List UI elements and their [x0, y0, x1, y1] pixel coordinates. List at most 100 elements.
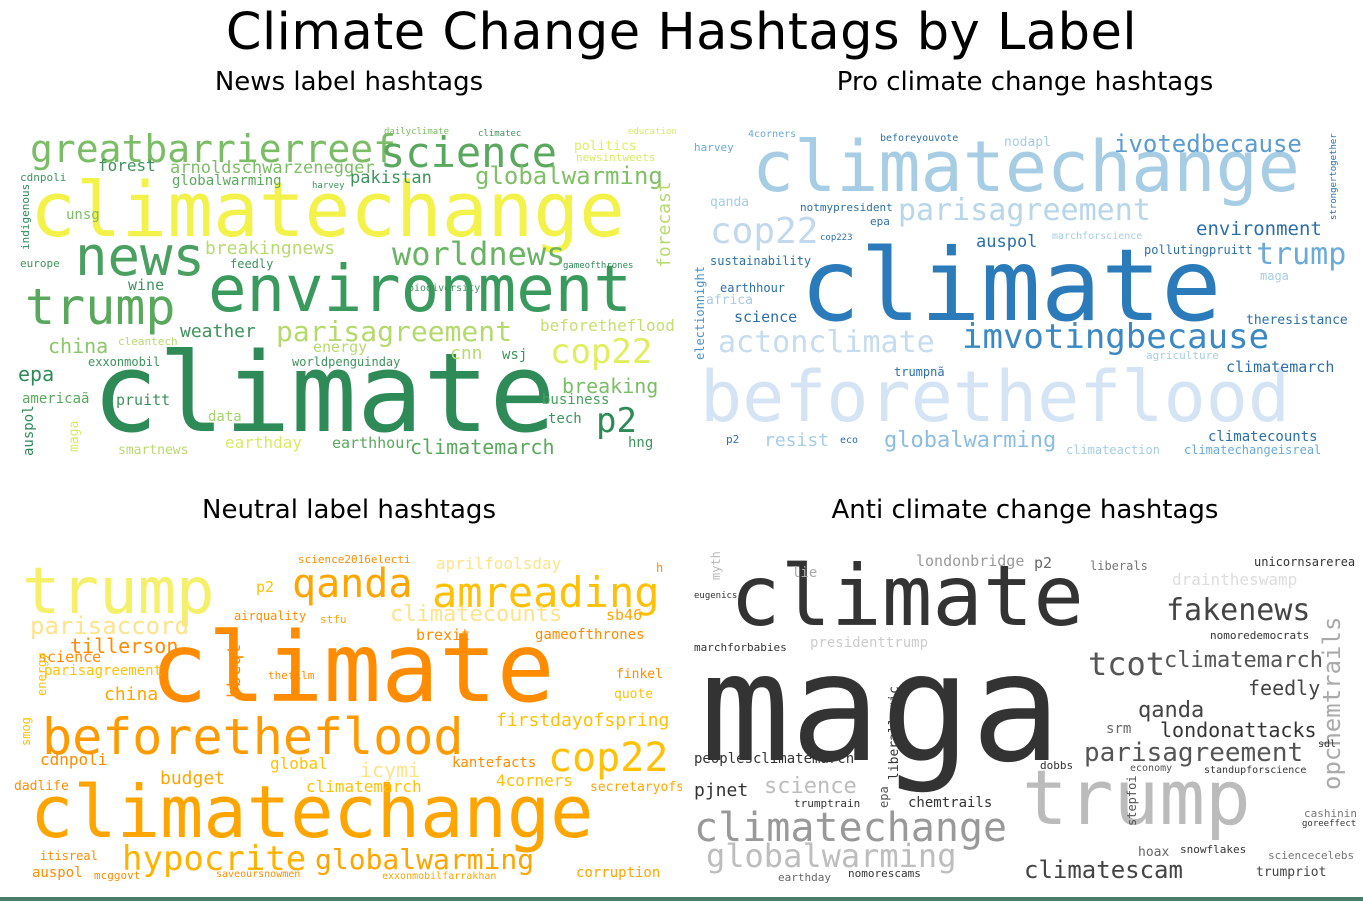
- word-anti-6: tcot: [1088, 645, 1166, 683]
- word-neutral-29: airquality: [234, 609, 307, 623]
- word-anti-44: myth: [709, 551, 723, 580]
- word-anti-12: climatescam: [1024, 856, 1183, 884]
- word-news-36: earthday: [225, 433, 303, 452]
- word-anti-5: fakenews: [1166, 593, 1311, 628]
- word-news-18: china: [48, 334, 109, 358]
- word-news-30: exxonmobil: [88, 355, 161, 369]
- word-anti-33: trumpriot: [1256, 865, 1327, 880]
- word-neutral-21: 4corners: [496, 771, 574, 790]
- word-news-13: globalwarming: [172, 173, 282, 189]
- word-news-47: unsg: [66, 207, 100, 223]
- word-neutral-5: qanda: [292, 561, 413, 607]
- word-neutral-8: globalwarming: [315, 843, 535, 876]
- word-pro-21: notmypresident: [800, 201, 893, 214]
- word-pro-11: resist: [764, 430, 830, 451]
- word-anti-39: standupforscience: [1204, 765, 1307, 776]
- word-neutral-36: mcggovt: [94, 869, 141, 882]
- word-anti-36: goreeffect: [1302, 819, 1356, 829]
- word-neutral-22: secretaryofst: [590, 780, 682, 795]
- word-neutral-3: trump: [22, 555, 215, 629]
- word-anti-25: marchforbabies: [694, 641, 787, 654]
- word-anti-0: maga: [700, 622, 1062, 796]
- word-neutral-9: parisaccord: [30, 612, 189, 640]
- word-pro-36: strongertogether: [1329, 133, 1339, 220]
- word-anti-2: trump: [1022, 753, 1251, 842]
- word-pro-7: ivotedbecause: [1114, 130, 1302, 158]
- word-pro-27: beforeyouvote: [880, 133, 959, 144]
- word-pro-31: marchforscience: [1052, 231, 1143, 242]
- word-pro-13: auspol: [976, 232, 1038, 252]
- word-news-22: beforetheflood: [540, 316, 675, 335]
- word-news-4: news: [75, 225, 206, 288]
- word-news-23: breaking: [562, 374, 659, 398]
- word-anti-7: climatemarch: [1164, 648, 1323, 673]
- word-news-29: energy: [313, 338, 368, 356]
- word-neutral-33: dadlife: [14, 779, 69, 794]
- word-news-45: cdnpoli: [20, 171, 67, 184]
- word-pro-19: sustainability: [710, 254, 812, 268]
- word-pro-22: qanda: [710, 195, 750, 210]
- word-pro-16: climatechangeisreal: [1184, 443, 1322, 457]
- word-anti-17: chemtrails: [908, 795, 993, 811]
- word-pro-26: nodapl: [1004, 135, 1051, 150]
- word-news-3: trump: [25, 278, 176, 336]
- word-news-31: pruitt: [116, 391, 171, 409]
- word-pro-35: agriculture: [1146, 349, 1219, 362]
- word-neutral-39: corruption: [576, 865, 661, 881]
- word-neutral-11: tillerson: [70, 634, 179, 658]
- word-anti-23: draintheswamp: [1172, 570, 1298, 589]
- word-neutral-15: bbcqt: [224, 643, 245, 698]
- word-neutral-44: smog: [19, 717, 33, 746]
- word-news-46: indigenous: [19, 183, 32, 250]
- word-anti-9: qanda: [1138, 698, 1205, 723]
- word-pro-34: p2: [726, 433, 740, 446]
- word-news-17: weather: [180, 321, 256, 342]
- word-news-2: environment: [208, 253, 632, 327]
- word-news-40: worldpenguinday: [292, 355, 401, 369]
- word-news-14: pakistan: [350, 168, 432, 188]
- word-pro-5: actonclimate: [718, 325, 935, 360]
- word-news-9: globalwarming: [475, 162, 663, 190]
- word-pro-29: harvey: [694, 141, 734, 154]
- wordcloud-pro: climate beforetheflood climatechange parisa…: [690, 124, 1350, 460]
- word-news-16: breakingnews: [205, 238, 336, 259]
- word-neutral-38: exxonmobilfarrakhan: [382, 871, 497, 882]
- word-anti-26: eugenics: [694, 591, 738, 601]
- word-pro-6: cop22: [710, 211, 819, 252]
- word-anti-18: presidenttrump: [810, 635, 929, 651]
- word-news-52: climatec: [478, 129, 522, 139]
- word-pro-33: cop223: [820, 233, 853, 243]
- word-news-11: p2: [596, 401, 637, 441]
- word-anti-45: lie: [792, 565, 818, 581]
- word-anti-14: science: [764, 774, 857, 799]
- word-pro-15: climatecounts: [1208, 429, 1318, 445]
- word-pro-0: climate: [800, 227, 1222, 344]
- word-pro-18: theresistance: [1246, 313, 1348, 328]
- word-news-5: greatbarrierreef: [30, 127, 397, 171]
- word-anti-21: liberals: [1090, 559, 1148, 573]
- word-pro-12: science: [734, 308, 798, 326]
- word-news-39: smartnews: [118, 443, 189, 458]
- word-anti-42: epa: [877, 786, 891, 808]
- word-news-32: americaã: [22, 391, 90, 407]
- word-anti-43: sdl: [1318, 739, 1337, 750]
- word-neutral-37: saveoursnowmen: [216, 869, 301, 880]
- word-anti-30: earthday: [778, 871, 831, 884]
- word-anti-34: sciencecelebs: [1268, 849, 1355, 862]
- word-neutral-20: kantefacts: [452, 755, 537, 771]
- word-news-21: forecast: [654, 181, 675, 268]
- word-news-43: politics: [574, 139, 637, 154]
- word-anti-4: globalwarming: [706, 837, 957, 875]
- panel-title-news: News label hashtags: [214, 67, 484, 97]
- word-news-12: arnoldschwarzenegger: [170, 158, 375, 178]
- word-anti-15: pjnet: [694, 780, 749, 801]
- word-news-48: europe: [20, 257, 60, 270]
- word-pro-38: eco: [840, 435, 859, 446]
- word-pro-4: imvotingbecause: [962, 317, 1270, 357]
- word-neutral-23: firstdayofspring: [496, 710, 670, 731]
- word-anti-13: opchemtrails: [1318, 616, 1346, 790]
- word-news-42: gameofthrones: [563, 261, 634, 271]
- word-neutral-0: climate: [150, 612, 555, 724]
- bottom-border: [0, 897, 1363, 901]
- word-anti-22: unicornsarereal: [1254, 555, 1356, 569]
